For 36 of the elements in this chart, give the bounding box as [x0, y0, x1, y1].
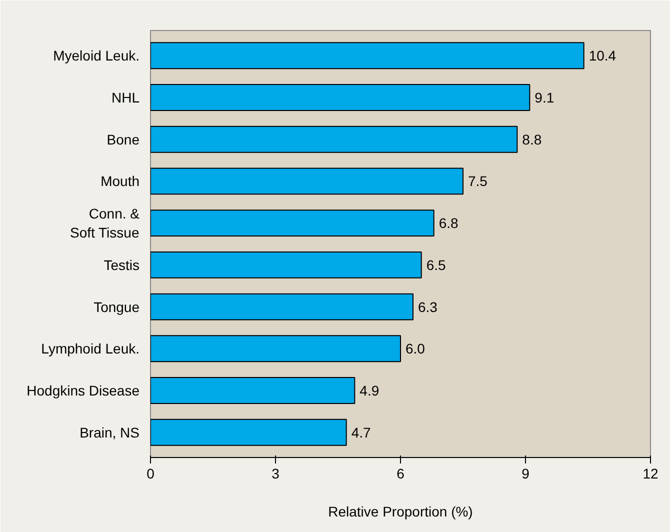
y-tick-label: NHL [111, 89, 140, 106]
bar [150, 251, 422, 278]
data-label: 4.9 [360, 382, 380, 399]
bar [150, 84, 530, 111]
y-tick-label: Hodgkins Disease [26, 382, 140, 399]
data-label: 6.3 [418, 298, 438, 315]
data-label: 6.0 [406, 340, 426, 357]
bar [150, 377, 356, 404]
x-tick-label: 3 [272, 466, 280, 482]
x-axis-title: Relative Proportion (%) [328, 504, 473, 520]
bar [150, 418, 347, 446]
y-tick-label: Lymphoid Leuk. [41, 340, 140, 357]
bar [150, 335, 401, 362]
y-tick-label: Mouth [100, 173, 140, 190]
bar [150, 42, 584, 70]
x-tick-label: 6 [396, 466, 405, 482]
x-tick-label: 0 [146, 466, 155, 482]
data-label: 9.1 [534, 89, 554, 106]
y-tick-label: Tongue [94, 298, 140, 315]
bar [150, 210, 434, 237]
data-label: 10.4 [588, 48, 616, 64]
y-tick-label: Testis [104, 256, 140, 273]
y-tick-label: Brain, NS [80, 424, 140, 440]
x-tick-label: 9 [522, 466, 530, 482]
data-label: 8.8 [522, 131, 542, 148]
data-label: 4.7 [351, 424, 372, 440]
y-tick-label: Conn. & Soft Tissue [70, 205, 140, 241]
bar [150, 293, 414, 320]
bar [150, 126, 518, 153]
x-tick-label: 12 [642, 466, 658, 482]
y-tick-label: Myeloid Leuk. [53, 48, 140, 64]
y-tick-label: Bone [106, 131, 140, 148]
data-label: 7.5 [468, 173, 488, 190]
data-label: 6.8 [438, 215, 459, 232]
bar [150, 168, 464, 195]
data-label: 6.5 [426, 256, 446, 273]
